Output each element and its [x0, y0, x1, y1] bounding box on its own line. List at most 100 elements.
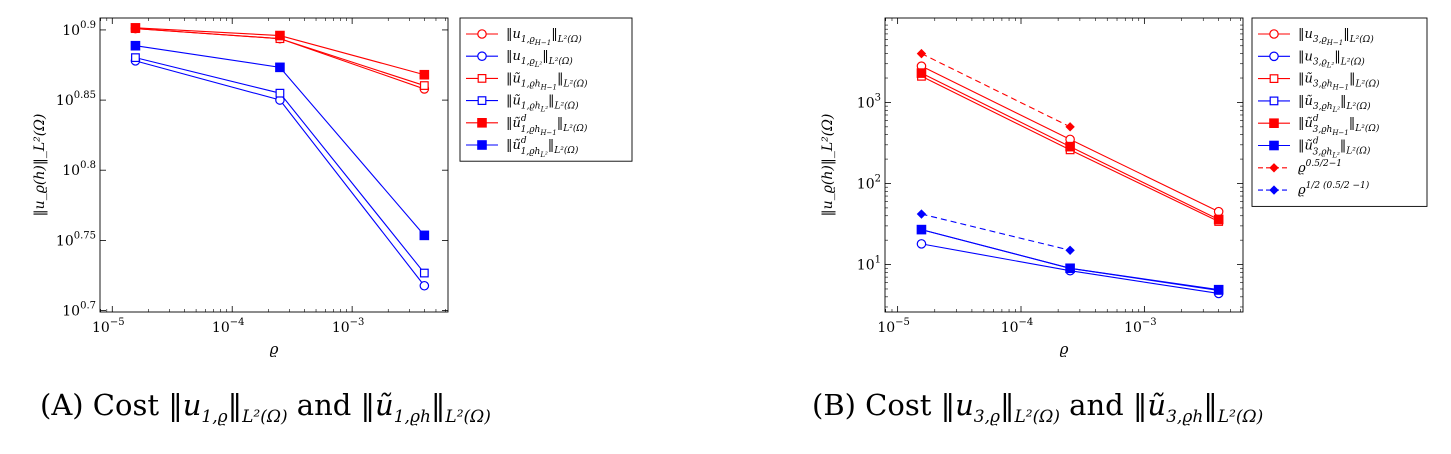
a-legend-tail: ‖	[548, 94, 555, 109]
a-plot-frame	[99, 17, 449, 313]
a-legend-tailsub: L²(Ω)	[562, 123, 588, 134]
b-legend-swatch-marker	[1269, 185, 1279, 195]
caption-a-sub1: 1,ϱ	[201, 406, 228, 427]
b-legend-main: ϱ	[1298, 161, 1306, 176]
b-x-tick-base: 10	[1124, 320, 1142, 336]
b-legend-main: ‖u	[1298, 27, 1313, 42]
a-y-tick-label: 100.75	[56, 230, 96, 249]
b-legend-sub: 3,ϱ	[1313, 35, 1328, 45]
a-legend-subsub: L²	[539, 151, 548, 159]
a-y-tick-base: 10	[62, 163, 80, 179]
b-legend-label: ‖u3,ϱH−1‖L²(Ω)	[1298, 27, 1374, 47]
b-legend-tail: ‖	[1343, 27, 1350, 42]
b-x-tick-label: 10−5	[877, 317, 910, 336]
a-data-point	[131, 53, 140, 63]
b-data-point	[1213, 206, 1224, 217]
caption-a-tailsub2: L²(Ω)	[445, 406, 491, 427]
b-legend-subsub: L²	[1332, 106, 1341, 114]
b-legend-sup: 0.5/2−1	[1306, 159, 1342, 169]
a-legend-sub: 1,ϱh	[521, 102, 541, 112]
a-legend-swatch-marker	[477, 73, 487, 83]
a-y-tick-base: 10	[62, 23, 80, 39]
b-legend-sup: d	[1313, 114, 1319, 124]
a-data-point	[419, 69, 430, 80]
b-series-6	[916, 48, 1075, 132]
caption-b-tailsub2: L²(Ω)	[1217, 406, 1264, 427]
b-legend-tail: ‖	[1349, 72, 1356, 87]
caption-a-norm2: ‖ũ	[360, 388, 394, 422]
caption-b-tail1: ‖	[999, 388, 1015, 422]
a-legend-label: ‖ũ1,ϱhH−1‖L²(Ω)	[506, 71, 588, 91]
a-legend-tail: ‖	[557, 71, 564, 86]
b-legend-main: ‖ũ	[1298, 72, 1313, 87]
b-legend-sup: 1/2 (0.5/2 −1)	[1306, 180, 1370, 191]
a-legend-main: ‖u	[506, 49, 521, 64]
a-y-tick-base: 10	[56, 233, 74, 249]
caption-a-tail2: ‖	[430, 388, 446, 422]
b-plot-frame	[884, 17, 1244, 313]
b-y-tick-exp: 3	[875, 92, 881, 103]
a-y-tick-label: 100.8	[62, 160, 96, 179]
b-series-line	[921, 229, 1219, 291]
a-y-tick-label: 100.7	[62, 301, 96, 320]
b-legend-label: ‖ũ3,ϱhH−1‖L²(Ω)	[1298, 72, 1380, 92]
b-y-tick-base: 10	[857, 258, 875, 274]
b-data-point	[1065, 141, 1075, 152]
b-legend-sub: 3,ϱh	[1313, 148, 1333, 158]
b-legend-sub: 3,ϱ	[1313, 57, 1328, 67]
b-data-point	[916, 68, 927, 78]
b-legend-swatch-marker	[1269, 51, 1279, 62]
a-x-tick-exp: −4	[230, 317, 245, 328]
b-y-tick-label: 102	[857, 173, 881, 192]
a-x-tick-label: 10−4	[212, 317, 245, 336]
caption-a-sub2: 1,ϱh	[393, 406, 431, 427]
caption-b-tag: (B)	[812, 388, 856, 422]
caption-b: (B) Cost ‖u3,ϱ‖L²(Ω) and ‖ũ3,ϱh‖L²(Ω)	[812, 388, 1263, 427]
b-y-tick-base: 10	[857, 95, 875, 111]
a-legend-label: ‖ũ1,ϱhL²‖L²(Ω)	[506, 94, 579, 114]
caption-a-tailsub1: L²(Ω)	[242, 406, 288, 427]
b-y-axis-label: ‖u_ϱ(h)‖_L²(Ω)	[820, 114, 836, 217]
b-legend-sub: 3,ϱh	[1313, 80, 1333, 90]
a-x-tick-label: 10−3	[332, 317, 365, 336]
a-data-point	[275, 30, 285, 41]
b-legend-tailsub: L²(Ω)	[1349, 34, 1375, 45]
b-y-tick-base: 10	[857, 176, 875, 192]
b-legend-subsub: H−1	[1332, 84, 1349, 92]
b-data-point	[1065, 122, 1075, 132]
a-legend-tailsub: L²(Ω)	[554, 101, 580, 112]
b-legend-main: ‖ũ	[1298, 116, 1313, 131]
a-legend-tailsub: L²(Ω)	[563, 78, 589, 89]
b-legend-label: ‖ũd 3,ϱhL²‖L²(Ω)	[1298, 137, 1371, 160]
b-legend-swatch-marker	[1269, 163, 1279, 173]
a-x-tick-exp: −3	[350, 317, 365, 328]
b-data-point	[916, 224, 927, 235]
b-legend-tailsub: L²(Ω)	[1345, 146, 1371, 157]
b-legend-label: ϱ0.5/2−1	[1298, 159, 1342, 176]
b-legend-label: ‖u3,ϱL²‖L²(Ω)	[1298, 49, 1365, 69]
a-data-point	[419, 81, 429, 90]
a-legend-label: ‖u1,ϱL²‖L²(Ω)	[506, 49, 573, 69]
b-legend-label: ‖ũd 3,ϱhH−1‖L²(Ω)	[1298, 114, 1380, 137]
a-legend-swatch-marker	[477, 29, 487, 39]
a-legend-swatch-marker	[477, 117, 487, 128]
a-legend-sup: d	[521, 136, 527, 146]
b-series-5	[916, 224, 1224, 295]
a-legend-main: ‖ũ	[506, 138, 521, 153]
caption-b-tailsub1: L²(Ω)	[1014, 406, 1060, 427]
b-legend-swatch-marker	[1269, 29, 1279, 39]
a-legend-label: ‖u1,ϱH−1‖L²(Ω)	[506, 27, 582, 47]
a-legend-tailsub: L²(Ω)	[548, 56, 574, 67]
b-data-point	[916, 239, 927, 249]
a-legend-tailsub: L²(Ω)	[553, 145, 579, 156]
b-legend-tail: ‖	[1334, 49, 1341, 64]
a-x-tick-base: 10	[212, 320, 230, 336]
b-x-tick-label: 10−4	[1001, 317, 1034, 336]
b-legend-subsub: H−1	[1331, 129, 1348, 137]
a-legend	[459, 17, 633, 162]
caption-b-sub1: 3,ϱ	[973, 406, 1000, 427]
a-legend-label: ‖ũd 1,ϱhL²‖L²(Ω)	[506, 136, 579, 159]
